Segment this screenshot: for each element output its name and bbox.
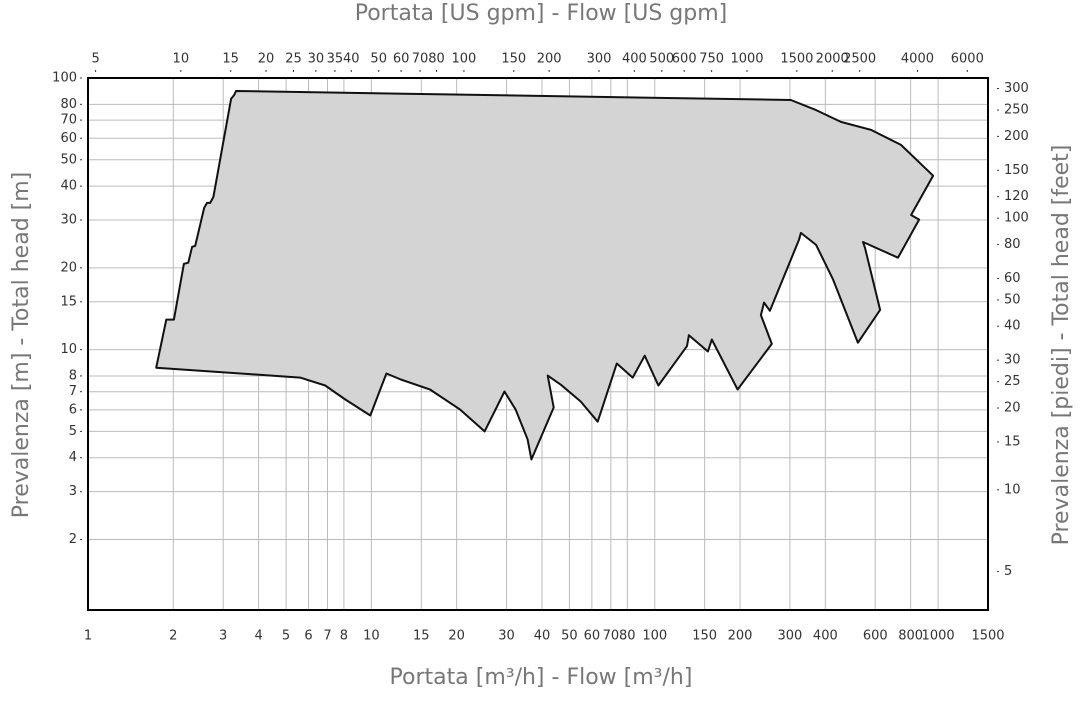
x2-tick-label: 80 [428, 52, 445, 67]
y-tick-label: 6 [69, 402, 77, 417]
y-tick-label: 100 [52, 71, 77, 86]
x2-tick-label: 1500 [780, 52, 813, 67]
y2-tick-label: 30 [1004, 353, 1021, 368]
x2-tick-label: 25 [285, 52, 302, 67]
x-axis-label: Portata [m³/h] - Flow [m³/h] [390, 665, 693, 690]
y2-tick-label: 50 [1004, 292, 1021, 307]
x-tick-label: 20 [448, 629, 465, 644]
y2-axis-label: Prevalenza [piedi] - Total head [feet] [1049, 145, 1074, 546]
y-tick-label: 3 [69, 484, 77, 499]
x-tick-label: 60 [584, 629, 601, 644]
y-axis-label: Prevalenza [m] - Total head [m] [9, 172, 34, 519]
y2-tick-label: 100 [1004, 211, 1029, 226]
y-tick-label: 20 [60, 260, 77, 275]
x-tick-label: 70 [603, 629, 620, 644]
x-tick-label: 80 [619, 629, 636, 644]
y-tick-label: 2 [69, 532, 77, 547]
x2-tick-label: 2500 [843, 52, 876, 67]
x-tick-label: 6 [304, 629, 312, 644]
x2-tick-label: 1000 [730, 52, 763, 67]
y2-tick-label: 40 [1004, 319, 1021, 334]
x2-tick-label: 70 [412, 52, 429, 67]
y2-tick-label: 300 [1004, 81, 1029, 96]
x2-tick-label: 10 [173, 52, 190, 67]
x2-tick-label: 40 [343, 52, 360, 67]
x-tick-label: 150 [692, 629, 717, 644]
plot-area [155, 90, 935, 461]
plot-frame [87, 77, 989, 611]
x2-tick-label: 500 [649, 52, 674, 67]
y2-tick-label: 10 [1004, 482, 1021, 497]
x-tick-label: 4 [254, 629, 262, 644]
y2-tick-label: 150 [1004, 163, 1029, 178]
x2-tick-label: 100 [452, 52, 477, 67]
y2-tick-label: 20 [1004, 401, 1021, 416]
y2-tick-label: 60 [1004, 271, 1021, 286]
x-tick-label: 2 [169, 629, 177, 644]
chart-title: Portata [US gpm] - Flow [US gpm] [355, 1, 728, 26]
y2-tick-label: 80 [1004, 237, 1021, 252]
x-tick-label: 300 [778, 629, 803, 644]
x2-tick-label: 6000 [951, 52, 984, 67]
tick-labels: 1 2 3 4 5 6 7 8 10 15 20 30 40 50 60 70 80 100 150 200 300 40… [52, 52, 1029, 644]
y-tick-label: 30 [60, 213, 77, 228]
x-tick-label: 50 [561, 629, 578, 644]
x-tick-label: 1500 [971, 629, 1004, 644]
y-tick-label: 80 [60, 97, 77, 112]
x2-tick-label: 35 [327, 52, 344, 67]
y-tick-label: 4 [69, 450, 77, 465]
x-tick-label: 200 [728, 629, 753, 644]
operating-range-area [155, 90, 935, 461]
x-tick-label: 3 [219, 629, 227, 644]
x2-tick-label: 5 [91, 52, 99, 67]
x-tick-label: 400 [813, 629, 838, 644]
y-tick-label: 50 [60, 152, 77, 167]
x-tick-label: 10 [363, 629, 380, 644]
y-tick-label: 5 [69, 424, 77, 439]
x-tick-label: 7 [323, 629, 331, 644]
x2-tick-label: 750 [699, 52, 724, 67]
x-tick-label: 100 [642, 629, 667, 644]
x-tick-label: 5 [282, 629, 290, 644]
x-tick-label: 8 [340, 629, 348, 644]
x-tick-label: 600 [863, 629, 888, 644]
x-tick-label: 1 [84, 629, 92, 644]
y2-tick-label: 25 [1004, 374, 1021, 389]
x2-tick-label: 20 [258, 52, 275, 67]
y-tick-label: 8 [69, 368, 77, 383]
y-tick-label: 15 [60, 294, 77, 309]
x2-tick-label: 15 [222, 52, 239, 67]
x-tick-label: 15 [413, 629, 430, 644]
y2-tick-label: 250 [1004, 103, 1029, 118]
y2-tick-label: 200 [1004, 129, 1029, 144]
x2-tick-label: 200 [537, 52, 562, 67]
x2-tick-label: 60 [393, 52, 410, 67]
y-tick-label: 7 [69, 384, 77, 399]
y-tick-label: 70 [60, 113, 77, 128]
x-tick-label: 40 [534, 629, 551, 644]
x2-tick-label: 4000 [901, 52, 934, 67]
x2-tick-label: 600 [672, 52, 697, 67]
x-tick-label: 30 [498, 629, 515, 644]
x2-tick-label: 400 [622, 52, 647, 67]
y2-tick-label: 120 [1004, 189, 1029, 204]
x-tick-label: 800 [898, 629, 923, 644]
y-tick-label: 60 [60, 131, 77, 146]
y-tick-label: 40 [60, 179, 77, 194]
x2-tick-label: 30 [308, 52, 325, 67]
x2-tick-label: 150 [501, 52, 526, 67]
x-tick-label: 1000 [922, 629, 955, 644]
y2-tick-label: 5 [1004, 564, 1012, 579]
y-tick-label: 10 [60, 342, 77, 357]
x2-tick-label: 50 [370, 52, 387, 67]
x2-tick-label: 300 [587, 52, 612, 67]
x2-tick-label: 2000 [816, 52, 849, 67]
y2-tick-label: 15 [1004, 434, 1021, 449]
